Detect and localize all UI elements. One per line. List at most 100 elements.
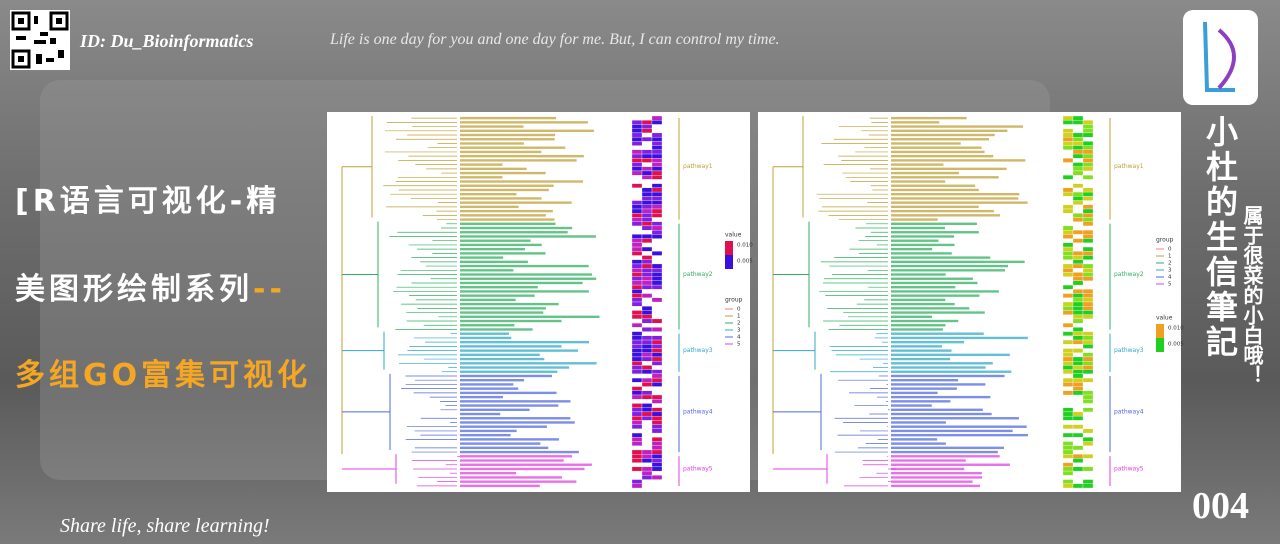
heat-cell (1062, 128, 1074, 134)
heat-cell (1082, 301, 1094, 307)
heat-cell (631, 136, 643, 142)
heat-cell (1072, 458, 1084, 463)
heat-cell (641, 246, 653, 252)
term-label (891, 472, 982, 475)
heat-cell (1082, 217, 1094, 222)
heat-cell (631, 369, 643, 375)
legend-label: 0.005 (737, 259, 753, 265)
term-label (891, 290, 999, 293)
heat-cell (651, 276, 663, 282)
heat-cell (1062, 322, 1074, 328)
heat-cell (1062, 293, 1074, 298)
heat-cell (651, 280, 663, 286)
legend-colorbar (1156, 338, 1164, 352)
term-label (460, 404, 559, 407)
heat-cell (651, 204, 663, 210)
heat-cell (641, 403, 653, 408)
heat-cell (651, 284, 663, 290)
heat-cell (1062, 242, 1074, 248)
heat-cell (1072, 259, 1084, 265)
term-label (891, 146, 982, 149)
heat-cell (631, 149, 643, 155)
heat-cell (651, 234, 663, 239)
heat-cell (1072, 310, 1084, 315)
legend-label: 0.010 (737, 243, 753, 249)
issue-number: 004 (1192, 485, 1249, 527)
term-label (460, 167, 527, 171)
heat-cell (1082, 255, 1094, 260)
heat-cell (1082, 289, 1094, 294)
heat-cell (631, 246, 643, 252)
heat-cell (651, 382, 663, 387)
term-label (891, 264, 1009, 268)
term-label (891, 319, 959, 323)
term-label (891, 116, 967, 120)
term-label (460, 286, 538, 289)
term-label (891, 459, 966, 462)
heat-cell (1072, 263, 1084, 269)
heat-cell (1082, 407, 1094, 413)
heat-cell (1072, 424, 1084, 429)
heat-cell (1062, 251, 1074, 256)
heat-cell (1072, 432, 1084, 438)
term-label (891, 193, 1020, 196)
heat-cell (641, 124, 653, 129)
heat-cell (641, 458, 653, 463)
heat-cell (631, 217, 643, 222)
term-label (891, 273, 946, 276)
heat-cell (651, 268, 663, 273)
heat-cell (641, 255, 653, 260)
heat-cell (1062, 268, 1074, 273)
heat-cell (1062, 141, 1074, 146)
heat-cell (641, 356, 653, 362)
heat-cell (651, 339, 663, 345)
term-label (460, 125, 524, 128)
term-label (891, 366, 986, 369)
heat-cell (1072, 149, 1084, 155)
heat-cell (641, 335, 653, 341)
heat-cell (631, 454, 643, 459)
heat-cell (631, 301, 643, 307)
heat-cell (651, 466, 663, 472)
term-label (460, 214, 546, 217)
term-label (891, 379, 958, 382)
term-label (460, 184, 554, 187)
term-label (891, 247, 933, 251)
heat-cell (641, 158, 653, 163)
term-label (891, 480, 973, 483)
term-label (460, 429, 517, 433)
heat-cell (1062, 411, 1074, 417)
pathway-label: pathway5 (683, 465, 713, 472)
heat-cell (1062, 204, 1074, 210)
heat-cell (631, 221, 643, 227)
heat-cell (631, 394, 643, 400)
heat-cell (1062, 424, 1074, 429)
term-label (460, 353, 540, 357)
term-label (460, 357, 545, 361)
heat-cell (631, 403, 643, 408)
term-label (460, 395, 503, 399)
heat-cell (1082, 132, 1094, 138)
term-label (460, 484, 540, 488)
heat-cell (641, 394, 653, 400)
pathway-label: pathway3 (683, 347, 713, 354)
heat-cell (1082, 191, 1094, 197)
term-label (891, 142, 961, 145)
heat-cell (1062, 115, 1074, 121)
heat-cell (1072, 318, 1084, 324)
heat-cell (641, 377, 653, 383)
heat-cell (1062, 466, 1074, 472)
heat-cell (651, 373, 663, 379)
heat-cell (641, 196, 653, 201)
heat-cell (631, 449, 643, 455)
heat-cell (641, 369, 653, 375)
heat-cell (1072, 314, 1084, 320)
heat-cell (1082, 479, 1094, 484)
heat-cell (641, 217, 653, 222)
term-label (891, 387, 957, 390)
term-label (460, 442, 541, 445)
heat-cell (651, 344, 663, 349)
heat-cell (1072, 280, 1084, 286)
heat-cell (631, 251, 643, 256)
heat-cell (1072, 145, 1084, 150)
